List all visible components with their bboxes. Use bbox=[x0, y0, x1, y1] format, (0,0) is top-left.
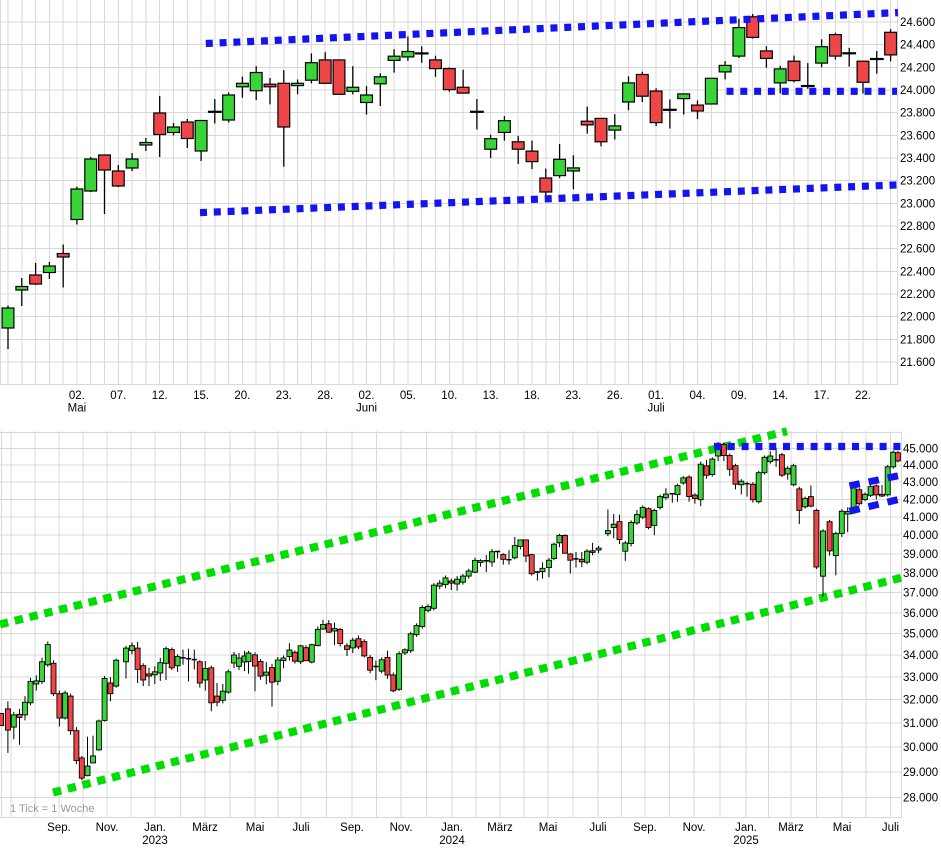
svg-text:23.800: 23.800 bbox=[900, 108, 935, 120]
svg-text:02.: 02. bbox=[359, 390, 375, 402]
svg-text:22.800: 22.800 bbox=[900, 221, 935, 233]
svg-text:14.: 14. bbox=[772, 390, 788, 402]
svg-text:Juli: Juli bbox=[882, 822, 899, 834]
svg-text:17.: 17. bbox=[814, 390, 830, 402]
svg-text:Juli: Juli bbox=[589, 822, 606, 834]
svg-text:Mai: Mai bbox=[246, 822, 265, 834]
svg-text:Mai: Mai bbox=[68, 403, 87, 415]
svg-text:Nov.: Nov. bbox=[390, 822, 413, 834]
svg-text:Juli: Juli bbox=[647, 403, 664, 415]
svg-text:05.: 05. bbox=[400, 390, 416, 402]
svg-text:18.: 18. bbox=[524, 390, 540, 402]
svg-text:33.000: 33.000 bbox=[903, 672, 938, 684]
svg-text:24.600: 24.600 bbox=[900, 17, 935, 29]
svg-text:04.: 04. bbox=[690, 390, 706, 402]
svg-text:22.600: 22.600 bbox=[900, 244, 935, 256]
svg-text:12.: 12. bbox=[152, 390, 168, 402]
svg-text:32.000: 32.000 bbox=[903, 695, 938, 707]
svg-text:22.: 22. bbox=[855, 390, 871, 402]
svg-text:2023: 2023 bbox=[142, 835, 168, 847]
svg-text:31.000: 31.000 bbox=[903, 718, 938, 730]
svg-text:Sep.: Sep. bbox=[47, 822, 71, 834]
svg-text:10.: 10. bbox=[441, 390, 457, 402]
svg-text:43.000: 43.000 bbox=[903, 477, 938, 489]
svg-text:44.000: 44.000 bbox=[903, 460, 938, 472]
svg-text:20.: 20. bbox=[234, 390, 250, 402]
svg-text:22.000: 22.000 bbox=[900, 312, 935, 324]
svg-text:2024: 2024 bbox=[439, 835, 465, 847]
svg-text:24.400: 24.400 bbox=[900, 40, 935, 52]
svg-text:28.000: 28.000 bbox=[903, 793, 938, 805]
svg-text:22.200: 22.200 bbox=[900, 289, 935, 301]
svg-text:26.: 26. bbox=[607, 390, 623, 402]
svg-text:Jan.: Jan. bbox=[441, 822, 463, 834]
svg-text:Mai: Mai bbox=[539, 822, 558, 834]
svg-text:30.000: 30.000 bbox=[903, 742, 938, 754]
svg-text:Nov.: Nov. bbox=[683, 822, 706, 834]
svg-text:März: März bbox=[778, 822, 804, 834]
svg-text:23.400: 23.400 bbox=[900, 153, 935, 165]
svg-text:Mai: Mai bbox=[833, 822, 852, 834]
svg-text:02.: 02. bbox=[69, 390, 85, 402]
svg-text:45.000: 45.000 bbox=[903, 444, 938, 456]
svg-text:36.000: 36.000 bbox=[903, 608, 938, 620]
svg-text:41.000: 41.000 bbox=[903, 512, 938, 524]
svg-text:21.600: 21.600 bbox=[900, 357, 935, 369]
svg-text:07.: 07. bbox=[110, 390, 126, 402]
svg-text:24.000: 24.000 bbox=[900, 85, 935, 97]
svg-text:01.: 01. bbox=[648, 390, 664, 402]
svg-text:13.: 13. bbox=[483, 390, 499, 402]
svg-text:34.000: 34.000 bbox=[903, 650, 938, 662]
svg-text:35.000: 35.000 bbox=[903, 629, 938, 641]
svg-text:23.: 23. bbox=[565, 390, 581, 402]
svg-text:Jan.: Jan. bbox=[735, 822, 757, 834]
svg-text:23.: 23. bbox=[276, 390, 292, 402]
svg-text:Sep.: Sep. bbox=[340, 822, 364, 834]
svg-text:2025: 2025 bbox=[733, 835, 759, 847]
svg-text:39.000: 39.000 bbox=[903, 549, 938, 561]
svg-text:Juli: Juli bbox=[292, 822, 309, 834]
svg-text:Jan.: Jan. bbox=[144, 822, 166, 834]
svg-text:Juni: Juni bbox=[356, 403, 377, 415]
svg-text:März: März bbox=[192, 822, 218, 834]
svg-text:29.000: 29.000 bbox=[903, 767, 938, 779]
svg-text:38.000: 38.000 bbox=[903, 568, 938, 580]
svg-text:23.000: 23.000 bbox=[900, 198, 935, 210]
svg-text:15.: 15. bbox=[193, 390, 209, 402]
svg-text:23.600: 23.600 bbox=[900, 130, 935, 142]
svg-text:März: März bbox=[487, 822, 513, 834]
svg-text:Nov.: Nov. bbox=[96, 822, 119, 834]
svg-text:40.000: 40.000 bbox=[903, 530, 938, 542]
svg-text:22.400: 22.400 bbox=[900, 266, 935, 278]
svg-text:21.800: 21.800 bbox=[900, 334, 935, 346]
svg-text:23.200: 23.200 bbox=[900, 176, 935, 188]
svg-text:28.: 28. bbox=[317, 390, 333, 402]
svg-text:Sep.: Sep. bbox=[633, 822, 657, 834]
svg-text:42.000: 42.000 bbox=[903, 494, 938, 506]
svg-text:09.: 09. bbox=[731, 390, 747, 402]
svg-text:1 Tick = 1 Woche: 1 Tick = 1 Woche bbox=[10, 803, 94, 815]
svg-text:24.200: 24.200 bbox=[900, 62, 935, 74]
svg-text:37.000: 37.000 bbox=[903, 588, 938, 600]
